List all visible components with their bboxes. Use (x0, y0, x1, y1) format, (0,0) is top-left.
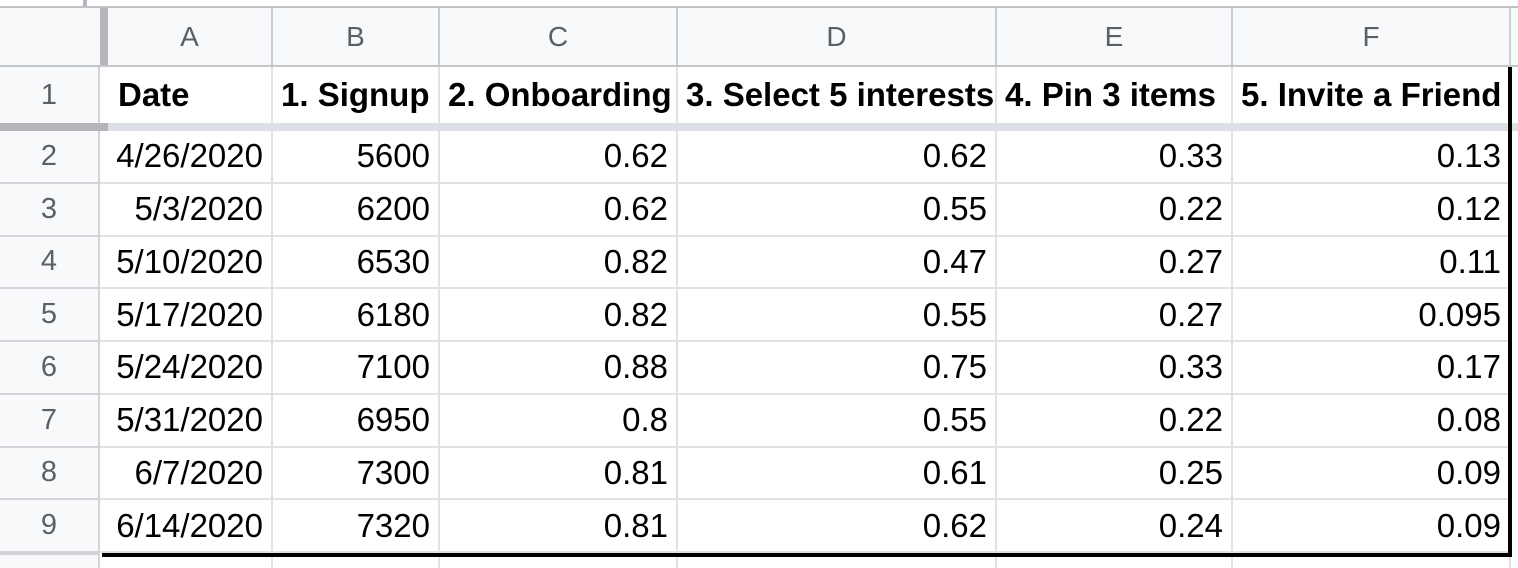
data-range-border-right (1508, 67, 1512, 557)
row-header-10[interactable] (0, 553, 100, 568)
cell-C2[interactable]: 0.62 (440, 131, 678, 184)
row-header-8[interactable]: 8 (0, 447, 100, 501)
cell-C6[interactable]: 0.88 (440, 342, 678, 395)
cell-F9[interactable]: 0.09 (1233, 500, 1511, 553)
column-header-g-sliver (1511, 8, 1518, 65)
cell-A7[interactable]: 5/31/2020 (100, 394, 273, 448)
cell-C8[interactable]: 0.81 (440, 447, 678, 501)
column-header-e[interactable]: E (997, 8, 1233, 65)
cell-A3[interactable]: 5/3/2020 (100, 183, 273, 237)
cell-C4[interactable]: 0.82 (440, 236, 678, 290)
sheet-row-4: 4 5/10/2020 6530 0.82 0.47 0.27 0.11 (0, 236, 1518, 290)
cell-E5[interactable]: 0.27 (997, 289, 1233, 342)
sheet-row-9: 9 6/14/2020 7320 0.81 0.62 0.24 0.09 (0, 500, 1518, 553)
cell-B4[interactable]: 6530 (273, 236, 440, 290)
cell-E2[interactable]: 0.33 (997, 131, 1233, 184)
cell-C1[interactable]: 2. Onboarding (440, 67, 678, 123)
cell-F7[interactable]: 0.08 (1233, 394, 1511, 448)
cell-A5[interactable]: 5/17/2020 (100, 289, 273, 342)
cell-E3[interactable]: 0.22 (997, 183, 1233, 237)
cell-F8[interactable]: 0.09 (1233, 447, 1511, 501)
row-header-9[interactable]: 9 (0, 500, 100, 553)
cell-C3[interactable]: 0.62 (440, 183, 678, 237)
cell-B9[interactable]: 7320 (273, 500, 440, 553)
cell-E9[interactable]: 0.24 (997, 500, 1233, 553)
column-header-a[interactable]: A (108, 8, 273, 65)
sheet-row-7: 7 5/31/2020 6950 0.8 0.55 0.22 0.08 (0, 394, 1518, 448)
cell-D7[interactable]: 0.55 (678, 394, 997, 448)
cell-B8[interactable]: 7300 (273, 447, 440, 501)
cell-F2[interactable]: 0.13 (1233, 131, 1511, 184)
row-header-3[interactable]: 3 (0, 183, 100, 237)
sheet-row-8: 8 6/7/2020 7300 0.81 0.61 0.25 0.09 (0, 447, 1518, 501)
freeze-handle-tick[interactable] (83, 0, 87, 6)
cell-D5[interactable]: 0.55 (678, 289, 997, 342)
cell-B6[interactable]: 7100 (273, 342, 440, 395)
frozen-row-divider[interactable] (0, 123, 1518, 131)
cell-E7[interactable]: 0.22 (997, 394, 1233, 448)
cell-A10[interactable] (100, 553, 273, 568)
row-header-2[interactable]: 2 (0, 131, 100, 184)
cell-A9[interactable]: 6/14/2020 (100, 500, 273, 553)
cell-C5[interactable]: 0.82 (440, 289, 678, 342)
row-header-4[interactable]: 4 (0, 236, 100, 290)
cell-F4[interactable]: 0.11 (1233, 236, 1511, 290)
cell-D10[interactable] (678, 553, 997, 568)
sheet-row-1: 1 Date 1. Signup 2. Onboarding 3. Select… (0, 67, 1518, 123)
row-header-6[interactable]: 6 (0, 342, 100, 395)
cell-B1[interactable]: 1. Signup (273, 67, 440, 123)
row-header-1[interactable]: 1 (0, 67, 100, 123)
column-header-f[interactable]: F (1233, 8, 1511, 65)
frozen-row-divider-handle[interactable] (0, 123, 108, 131)
cell-C7[interactable]: 0.8 (440, 394, 678, 448)
cell-F5[interactable]: 0.095 (1233, 289, 1511, 342)
cell-B5[interactable]: 6180 (273, 289, 440, 342)
column-header-strip: A B C D E F (0, 8, 1518, 67)
cell-D1[interactable]: 3. Select 5 interests (678, 67, 997, 123)
cell-F1[interactable]: 5. Invite a Friend (1233, 67, 1511, 123)
frozen-column-divider-handle[interactable] (100, 8, 108, 65)
column-header-c[interactable]: C (440, 8, 678, 65)
cell-E4[interactable]: 0.27 (997, 236, 1233, 290)
select-all-corner[interactable] (0, 8, 100, 65)
cell-D2[interactable]: 0.62 (678, 131, 997, 184)
cell-B7[interactable]: 6950 (273, 394, 440, 448)
cell-E10[interactable] (997, 553, 1233, 568)
cell-C10[interactable] (440, 553, 678, 568)
cell-B3[interactable]: 6200 (273, 183, 440, 237)
sheet-row-5: 5 5/17/2020 6180 0.82 0.55 0.27 0.095 (0, 289, 1518, 342)
column-header-b[interactable]: B (273, 8, 440, 65)
cell-B2[interactable]: 5600 (273, 131, 440, 184)
cell-B10[interactable] (273, 553, 440, 568)
cell-F10[interactable] (1233, 553, 1511, 568)
cell-F6[interactable]: 0.17 (1233, 342, 1511, 395)
cell-D8[interactable]: 0.61 (678, 447, 997, 501)
cell-A4[interactable]: 5/10/2020 (100, 236, 273, 290)
sheet-row-2: 2 4/26/2020 5600 0.62 0.62 0.33 0.13 (0, 131, 1518, 184)
cell-A6[interactable]: 5/24/2020 (100, 342, 273, 395)
cell-E8[interactable]: 0.25 (997, 447, 1233, 501)
cell-F3[interactable]: 0.12 (1233, 183, 1511, 237)
sheet-top-margin (0, 0, 1518, 8)
cell-D4[interactable]: 0.47 (678, 236, 997, 290)
cell-D6[interactable]: 0.75 (678, 342, 997, 395)
column-header-d[interactable]: D (678, 8, 997, 65)
row-header-7[interactable]: 7 (0, 394, 100, 448)
cell-A1[interactable]: Date (100, 67, 273, 123)
cell-C9[interactable]: 0.81 (440, 500, 678, 553)
cell-A2[interactable]: 4/26/2020 (100, 131, 273, 184)
cell-E1[interactable]: 4. Pin 3 items (997, 67, 1233, 123)
frozen-row-shadow (108, 123, 1518, 131)
cell-D3[interactable]: 0.55 (678, 183, 997, 237)
cell-D9[interactable]: 0.62 (678, 500, 997, 553)
row-header-5[interactable]: 5 (0, 289, 100, 342)
cell-E6[interactable]: 0.33 (997, 342, 1233, 395)
cell-A8[interactable]: 6/7/2020 (100, 447, 273, 501)
data-rows: 2 4/26/2020 5600 0.62 0.62 0.33 0.13 3 5… (0, 131, 1518, 553)
data-range-border-bottom (102, 553, 1512, 557)
sheet-row-3: 3 5/3/2020 6200 0.62 0.55 0.22 0.12 (0, 183, 1518, 237)
sheet-row-6: 6 5/24/2020 7100 0.88 0.75 0.33 0.17 (0, 342, 1518, 395)
